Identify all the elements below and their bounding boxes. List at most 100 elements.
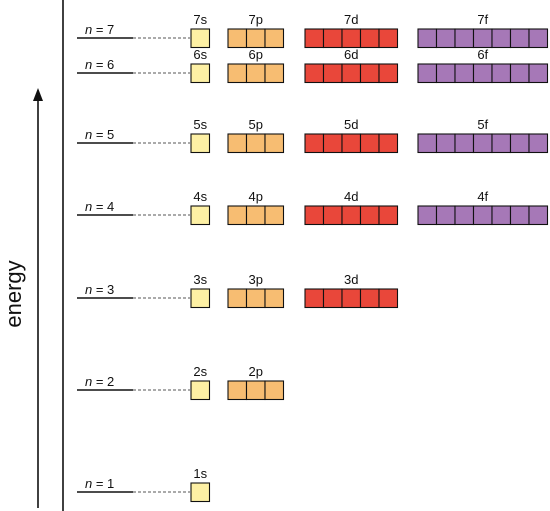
subshell-label: 4s (193, 189, 207, 204)
orbital-box (454, 28, 475, 49)
subshell-label: 6p (249, 47, 263, 62)
level-label: n = 6 (85, 57, 114, 72)
subshell-label: 3p (249, 272, 263, 287)
orbital-box (190, 28, 211, 49)
subshell-label: 6d (344, 47, 358, 62)
orbital-box (322, 28, 343, 49)
orbital-box (264, 288, 285, 309)
orbital-box (245, 380, 266, 401)
level-label-var: n (85, 476, 92, 491)
level-label: n = 1 (85, 476, 114, 491)
subshell-label: 7f (477, 12, 488, 27)
level-label-var: n (85, 199, 92, 214)
orbital-box (454, 133, 475, 154)
subshell-2p: 2p (227, 364, 285, 401)
orbital-box (322, 63, 343, 84)
energy-arrow-head (33, 88, 43, 101)
orbital-box (435, 133, 456, 154)
subshell-label: 5p (249, 117, 263, 132)
orbital-box (341, 133, 362, 154)
subshell-1s: 1s (190, 466, 211, 503)
orbital-box (341, 205, 362, 226)
subshell-6s: 6s (190, 47, 211, 84)
orbital-box (491, 133, 512, 154)
orbital-box (304, 205, 325, 226)
orbital-box (528, 28, 549, 49)
orbital-box (227, 205, 248, 226)
orbital-box (417, 28, 438, 49)
level-label: n = 2 (85, 374, 114, 389)
level-label-value: = 3 (92, 282, 114, 297)
orbital-box (435, 28, 456, 49)
level-label-value: = 4 (92, 199, 114, 214)
orbital-box (264, 205, 285, 226)
orbital-box (509, 28, 530, 49)
orbital-box (509, 133, 530, 154)
level-label-var: n (85, 282, 92, 297)
orbital-box (359, 133, 380, 154)
level-label-var: n (85, 22, 92, 37)
subshell-3s: 3s (190, 272, 211, 309)
orbital-box (227, 63, 248, 84)
orbital-box (245, 133, 266, 154)
level-label: n = 3 (85, 282, 114, 297)
subshell-label: 6f (477, 47, 488, 62)
orbital-box (190, 288, 211, 309)
orbital-box (509, 205, 530, 226)
orbital-box (528, 133, 549, 154)
orbital-box (264, 380, 285, 401)
subshell-6p: 6p (227, 47, 285, 84)
subshell-5d: 5d (304, 117, 399, 154)
energy-level-n6: n = 6 6s 6p 6d 6f (77, 47, 549, 84)
level-label-value: = 5 (92, 127, 114, 142)
subshell-4d: 4d (304, 189, 399, 226)
subshell-label: 7s (193, 12, 207, 27)
orbital-box (359, 28, 380, 49)
orbital-box (472, 205, 493, 226)
orbital-box (227, 28, 248, 49)
orbital-box (509, 63, 530, 84)
orbital-box (227, 133, 248, 154)
subshell-3p: 3p (227, 272, 285, 309)
orbital-box (417, 133, 438, 154)
level-label-var: n (85, 374, 92, 389)
orbital-box (528, 205, 549, 226)
orbital-box (472, 133, 493, 154)
level-label-value: = 1 (92, 476, 114, 491)
subshell-7p: 7p (227, 12, 285, 49)
orbital-box (227, 288, 248, 309)
orbital-box (378, 63, 399, 84)
level-label-var: n (85, 127, 92, 142)
orbital-box (304, 28, 325, 49)
energy-axis-label: energy (1, 260, 26, 327)
orbital-box (454, 63, 475, 84)
level-label-value: = 7 (92, 22, 114, 37)
subshell-label: 5s (193, 117, 207, 132)
orbital-box (190, 133, 211, 154)
orbital-box (190, 63, 211, 84)
energy-levels: n = 7 7s 7p 7d 7f n = 6 6s 6p 6d 6f n = 5 5s 5p 5d 5f n… (77, 12, 549, 503)
orbital-box (378, 288, 399, 309)
energy-level-n3: n = 3 3s 3p 3d (77, 272, 399, 309)
level-label: n = 7 (85, 22, 114, 37)
subshell-label: 2p (249, 364, 263, 379)
orbital-box (227, 380, 248, 401)
level-label-value: = 6 (92, 57, 114, 72)
orbital-box (264, 63, 285, 84)
subshell-6f: 6f (417, 47, 549, 84)
energy-axis: energy (1, 88, 43, 508)
subshell-label: 3d (344, 272, 358, 287)
orbital-box (245, 288, 266, 309)
energy-level-n1: n = 1 1s (77, 466, 211, 503)
orbital-box (378, 28, 399, 49)
orbital-box (378, 133, 399, 154)
energy-level-n4: n = 4 4s 4p 4d 4f (77, 189, 549, 226)
subshell-label: 7d (344, 12, 358, 27)
subshell-label: 6s (193, 47, 207, 62)
orbital-box (341, 63, 362, 84)
orbital-box (190, 380, 211, 401)
subshell-5s: 5s (190, 117, 211, 154)
orbital-box (491, 63, 512, 84)
orbital-box (322, 133, 343, 154)
subshell-label: 5f (477, 117, 488, 132)
